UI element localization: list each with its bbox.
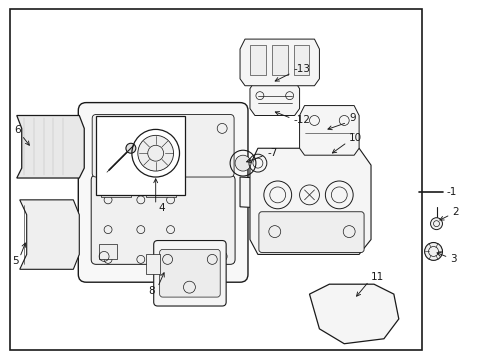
Bar bbox=[146, 255, 160, 274]
Polygon shape bbox=[17, 116, 84, 178]
Bar bbox=[294, 45, 310, 75]
Text: 4: 4 bbox=[159, 203, 165, 213]
Polygon shape bbox=[299, 105, 359, 155]
FancyBboxPatch shape bbox=[91, 175, 235, 264]
Circle shape bbox=[235, 155, 251, 171]
Polygon shape bbox=[20, 200, 79, 269]
FancyBboxPatch shape bbox=[78, 103, 248, 282]
Text: 9: 9 bbox=[349, 113, 356, 123]
Polygon shape bbox=[250, 148, 371, 255]
Bar bbox=[272, 45, 288, 75]
Circle shape bbox=[138, 135, 173, 171]
Polygon shape bbox=[240, 39, 319, 86]
Bar bbox=[250, 45, 266, 75]
Text: -12: -12 bbox=[294, 116, 311, 126]
Text: 8: 8 bbox=[149, 286, 155, 296]
FancyBboxPatch shape bbox=[92, 114, 234, 177]
Text: 11: 11 bbox=[371, 272, 384, 282]
Polygon shape bbox=[240, 177, 339, 212]
Text: 3: 3 bbox=[450, 255, 457, 264]
Bar bbox=[146, 185, 175, 197]
Bar bbox=[99, 244, 117, 260]
FancyBboxPatch shape bbox=[154, 240, 226, 306]
Text: 10: 10 bbox=[349, 133, 362, 143]
Circle shape bbox=[126, 143, 136, 153]
Circle shape bbox=[425, 243, 442, 260]
Text: 6: 6 bbox=[14, 125, 21, 135]
Text: 2: 2 bbox=[452, 207, 459, 217]
Bar bbox=[10, 9, 421, 350]
Bar bbox=[101, 185, 131, 197]
Text: -7: -7 bbox=[268, 148, 278, 158]
Polygon shape bbox=[250, 81, 299, 116]
FancyBboxPatch shape bbox=[160, 249, 220, 297]
FancyBboxPatch shape bbox=[259, 212, 364, 252]
Bar bbox=[96, 116, 185, 195]
Text: 5: 5 bbox=[12, 256, 19, 266]
Polygon shape bbox=[310, 284, 399, 344]
Text: -13: -13 bbox=[294, 64, 311, 74]
Circle shape bbox=[431, 218, 442, 230]
Text: -1: -1 bbox=[446, 187, 457, 197]
